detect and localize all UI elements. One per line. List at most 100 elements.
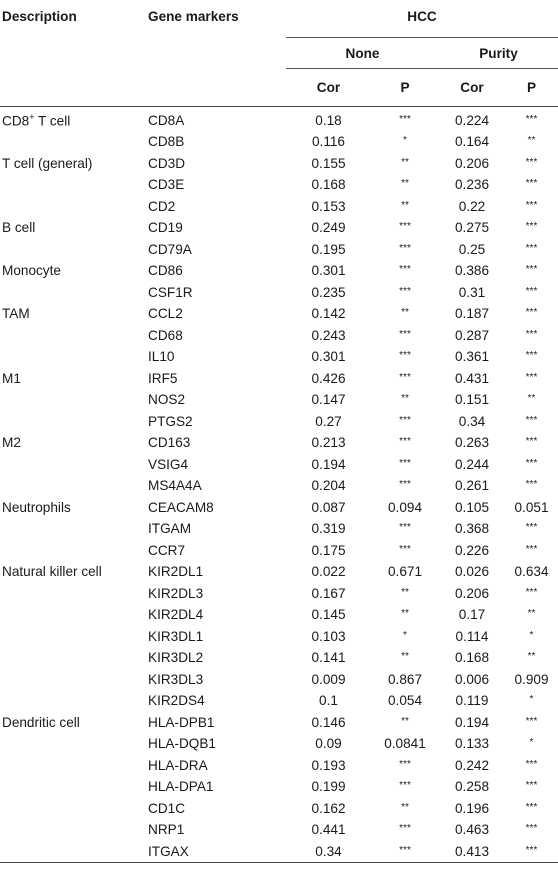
cell-purity-p: ** — [505, 604, 558, 626]
cell-none-p: *** — [371, 840, 439, 863]
significance-stars: *** — [399, 844, 411, 856]
cell-purity-cor: 0.17 — [458, 607, 486, 623]
cell-purity-p: *** — [505, 540, 558, 562]
cell-description — [0, 755, 146, 777]
cell-purity-p: * — [505, 690, 558, 712]
cell-purity-p: *** — [505, 712, 558, 734]
table-row: HLA-DPA1 0.199 *** 0.258 *** — [0, 776, 558, 798]
significance-stars: *** — [525, 285, 538, 297]
cell-none-p: *** — [371, 346, 439, 368]
cell-description — [0, 776, 146, 798]
significance-stars: *** — [525, 156, 538, 168]
cell-description — [0, 346, 146, 368]
cell-none-cor: 0.319 — [311, 521, 346, 537]
cell-purity-cor: 0.287 — [454, 327, 490, 343]
cell-purity-cor: 0.105 — [454, 499, 490, 515]
significance-stars: *** — [525, 543, 538, 555]
table-row: T cell (general) CD3D 0.155 ** 0.206 *** — [0, 153, 558, 175]
cell-none-cor: 0.213 — [311, 435, 346, 451]
cell-gene-marker: KIR2DL4 — [148, 607, 204, 623]
significance-stars: *** — [525, 586, 538, 598]
significance-stars: *** — [525, 178, 538, 190]
cell-purity-cor: 0.258 — [454, 779, 490, 795]
significance-stars: *** — [399, 780, 411, 792]
cell-purity-p: *** — [505, 368, 558, 390]
cell-gene-marker: KIR2DL3 — [148, 585, 204, 601]
cell-gene-marker: CD79A — [148, 241, 192, 257]
cell-gene-marker: CD8A — [148, 113, 185, 129]
significance-stars: ** — [401, 178, 409, 190]
cell-purity-cor: 0.168 — [454, 650, 490, 666]
cell-description — [0, 239, 146, 261]
cell-description — [0, 475, 146, 497]
significance-stars: *** — [525, 350, 538, 362]
cell-none-p: 0.054 — [387, 693, 423, 709]
header-purity: Purity — [439, 37, 558, 69]
significance-stars: * — [403, 629, 407, 641]
cell-purity-p: *** — [505, 819, 558, 841]
cell-gene-marker: KIR3DL3 — [148, 671, 204, 687]
table-row: CD8B 0.116 * 0.164 ** — [0, 131, 558, 153]
significance-stars: *** — [399, 371, 411, 383]
significance-stars: *** — [525, 522, 538, 534]
cell-purity-cor: 0.22 — [458, 198, 486, 214]
significance-stars: * — [529, 629, 534, 641]
significance-stars: *** — [399, 479, 411, 491]
cell-purity-cor: 0.386 — [454, 263, 490, 279]
cell-none-p: * — [371, 626, 439, 648]
cell-none-p: *** — [371, 540, 439, 562]
table-row: NRP1 0.441 *** 0.463 *** — [0, 819, 558, 841]
cell-description — [0, 626, 146, 648]
cell-gene-marker: KIR3DL2 — [148, 650, 204, 666]
cell-description — [0, 282, 146, 304]
significance-stars: *** — [525, 264, 538, 276]
cell-gene-marker: CCR7 — [148, 542, 186, 558]
table-row: HLA-DRA 0.193 *** 0.242 *** — [0, 755, 558, 777]
significance-stars: ** — [401, 393, 409, 405]
cell-none-cor: 0.18 — [315, 113, 342, 129]
table-row: KIR2DS4 0.1 0.054 0.119 * — [0, 690, 558, 712]
cell-gene-marker: MS4A4A — [148, 478, 202, 494]
cell-purity-p: *** — [505, 303, 558, 325]
cell-description — [0, 669, 146, 691]
significance-stars: * — [529, 737, 534, 749]
table-row: NOS2 0.147 ** 0.151 ** — [0, 389, 558, 411]
table-row: ITGAM 0.319 *** 0.368 *** — [0, 518, 558, 540]
table-row: CD2 0.153 ** 0.22 *** — [0, 196, 558, 218]
cell-none-cor: 0.199 — [311, 779, 346, 795]
cell-purity-p: *** — [505, 239, 558, 261]
significance-stars: ** — [401, 801, 409, 813]
cell-purity-p: *** — [505, 840, 558, 863]
cell-description: T cell (general) — [2, 155, 93, 171]
table-header: Description Gene markers HCC None Purity… — [0, 0, 558, 107]
cell-none-p: ** — [371, 798, 439, 820]
cell-purity-cor: 0.119 — [455, 693, 489, 709]
table-row: CD3E 0.168 ** 0.236 *** — [0, 174, 558, 196]
header-gene-markers: Gene markers — [148, 9, 239, 24]
significance-stars: ** — [401, 715, 409, 727]
cell-none-cor: 0.301 — [311, 263, 346, 279]
table-row: Monocyte CD86 0.301 *** 0.386 *** — [0, 260, 558, 282]
cell-gene-marker: CEACAM8 — [148, 499, 214, 515]
cell-purity-cor: 0.206 — [454, 155, 490, 171]
cell-description — [0, 411, 146, 433]
cell-gene-marker: CD163 — [148, 435, 191, 451]
cell-none-p: 0.094 — [387, 499, 423, 515]
header-none: None — [286, 37, 439, 69]
significance-stars: ** — [401, 199, 409, 211]
cell-purity-cor: 0.026 — [454, 564, 490, 580]
cell-description — [0, 733, 146, 755]
cell-none-cor: 0.153 — [311, 198, 346, 214]
cell-none-p: ** — [371, 647, 439, 669]
cell-purity-cor: 0.463 — [454, 822, 490, 838]
cell-none-cor: 0.27 — [315, 413, 342, 429]
cell-purity-p: ** — [505, 389, 558, 411]
cell-gene-marker: CD86 — [148, 263, 183, 279]
cell-none-p: *** — [371, 325, 439, 347]
cell-none-p: ** — [371, 583, 439, 605]
table-body: CD8+ T cell CD8A 0.18 *** 0.224 *** CD8B 0.116 *… — [0, 106, 558, 863]
cell-purity-p: 0.909 — [514, 671, 549, 687]
cell-purity-cor: 0.34 — [458, 413, 486, 429]
cell-purity-p: * — [505, 626, 558, 648]
significance-stars: ** — [401, 307, 409, 319]
